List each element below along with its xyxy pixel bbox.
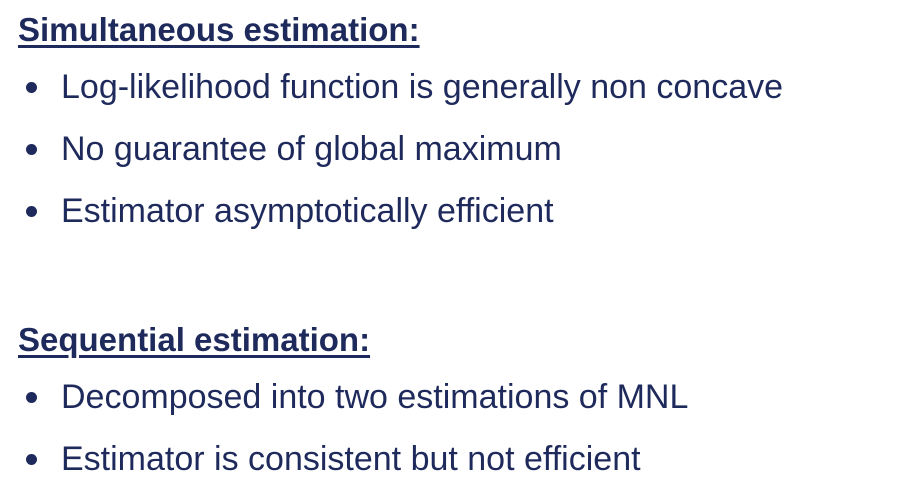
- bullet-text: Log-likelihood function is generally non…: [61, 67, 784, 106]
- bullet-icon: [26, 453, 37, 465]
- sequential-estimation-list: Decomposed into two estimations of MNL E…: [18, 366, 688, 490]
- bullet-text: Decomposed into two estimations of MNL: [61, 377, 689, 416]
- bullet-icon: [26, 391, 37, 403]
- bullet-icon: [26, 81, 37, 93]
- list-item: Estimator asymptotically efficient: [18, 180, 783, 242]
- list-item: Log-likelihood function is generally non…: [18, 56, 783, 118]
- bullet-text: Estimator asymptotically efficient: [61, 191, 554, 230]
- list-item: No guarantee of global maximum: [18, 118, 783, 180]
- bullet-icon: [26, 205, 37, 217]
- list-item: Estimator is consistent but not efficien…: [18, 428, 688, 490]
- simultaneous-estimation-heading: Simultaneous estimation:: [18, 11, 420, 48]
- bullet-icon: [26, 143, 37, 155]
- list-item: Decomposed into two estimations of MNL: [18, 366, 688, 428]
- sequential-estimation-section: Sequential estimation: Decomposed into t…: [18, 314, 688, 490]
- sequential-estimation-heading: Sequential estimation:: [18, 321, 371, 358]
- bullet-text: Estimator is consistent but not efficien…: [61, 439, 641, 478]
- simultaneous-estimation-section: Simultaneous estimation: Log-likelihood …: [18, 4, 783, 242]
- bullet-text: No guarantee of global maximum: [61, 129, 562, 168]
- simultaneous-estimation-list: Log-likelihood function is generally non…: [18, 56, 783, 242]
